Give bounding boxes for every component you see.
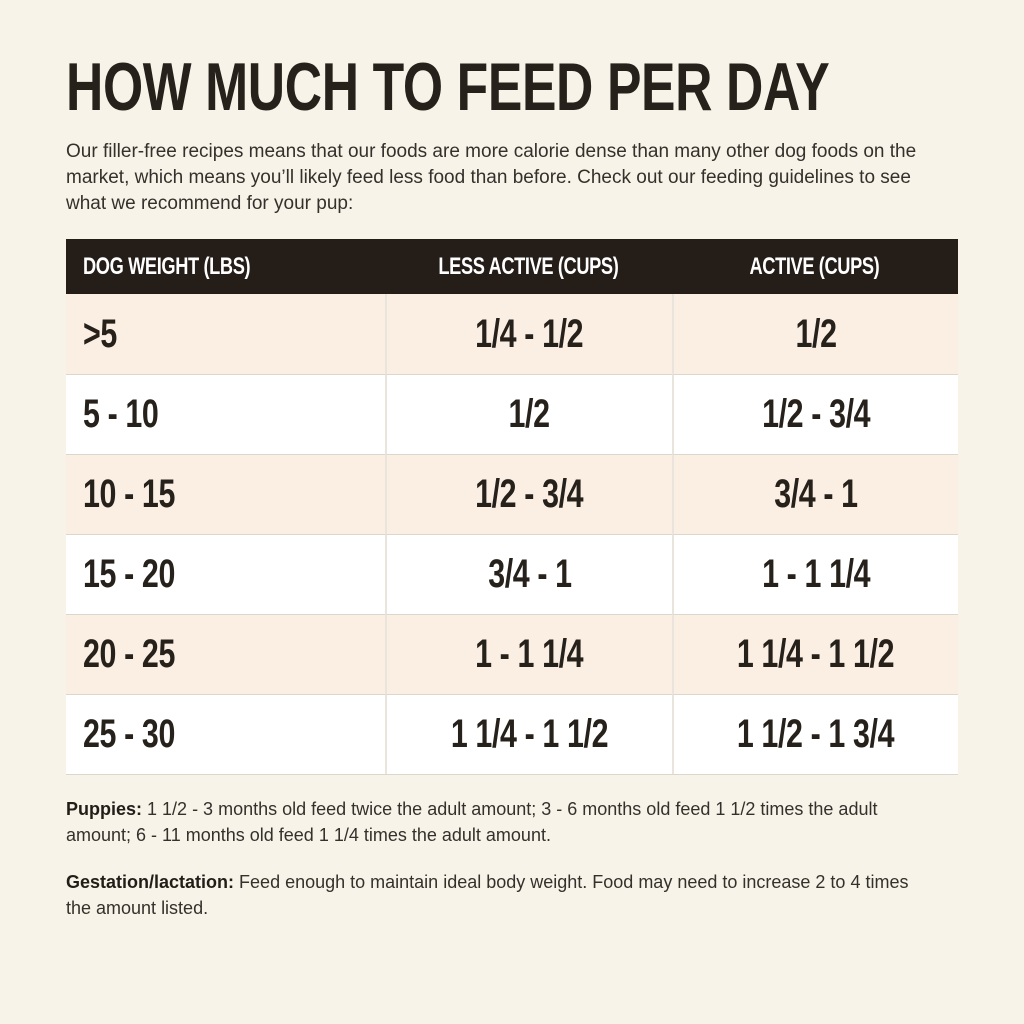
active-value: 1 - 1 1/4 (761, 552, 871, 596)
less-active-value: 1/4 - 1/2 (475, 311, 584, 356)
active-cell: 1/2 (671, 294, 958, 374)
weight-value: 15 - 20 (83, 552, 175, 596)
table-row: 25 - 30 1 1/4 - 1 1/2 1 1/2 - 1 3/4 (66, 694, 958, 774)
note-puppies-text: 1 1/2 - 3 months old feed twice the adul… (66, 799, 878, 845)
column-header-active: ACTIVE (CUPS) (671, 239, 958, 294)
note-puppies: Puppies: 1 1/2 - 3 months old feed twice… (66, 796, 914, 848)
table-row: 5 - 10 1/2 1/2 - 3/4 (66, 374, 958, 454)
less-active-value: 3/4 - 1 (487, 552, 572, 596)
less-active-value: 1 - 1 1/4 (475, 632, 584, 676)
weight-value: 5 - 10 (83, 392, 159, 436)
weight-cell: 15 - 20 (66, 534, 386, 614)
intro-paragraph: Our filler-free recipes means that our f… (66, 141, 917, 214)
less-active-value: 1/2 (508, 392, 551, 436)
active-value: 1 1/2 - 1 3/4 (737, 712, 895, 756)
active-value: 3/4 - 1 (774, 472, 858, 516)
weight-cell: 20 - 25 (66, 614, 386, 694)
weight-cell: 25 - 30 (66, 694, 386, 774)
column-header-label: ACTIVE (CUPS) (749, 252, 880, 280)
weight-value: 10 - 15 (83, 472, 175, 516)
less-active-cell: 3/4 - 1 (385, 534, 672, 614)
weight-cell: 5 - 10 (66, 374, 386, 454)
weight-value: 25 - 30 (83, 712, 175, 756)
table-row: >5 1/4 - 1/2 1/2 (66, 294, 958, 374)
column-header-dog-weight: DOG WEIGHT (LBS) (66, 239, 386, 294)
table-row: 15 - 20 3/4 - 1 1 - 1 1/4 (66, 534, 958, 614)
note-gestation-text: Feed enough to maintain ideal body weigh… (66, 872, 909, 918)
page-title-text: HOW MUCH TO FEED PER DAY (66, 49, 830, 125)
table-header-row: DOG WEIGHT (LBS) LESS ACTIVE (CUPS) ACTI… (66, 239, 958, 294)
less-active-value: 1/2 - 3/4 (475, 472, 584, 516)
table-row: 10 - 15 1/2 - 3/4 3/4 - 1 (66, 454, 958, 534)
feeding-guide-table: DOG WEIGHT (LBS) LESS ACTIVE (CUPS) ACTI… (66, 239, 958, 775)
less-active-cell: 1/4 - 1/2 (385, 294, 672, 374)
note-gestation-label: Gestation/lactation: (66, 872, 235, 892)
active-cell: 1/2 - 3/4 (671, 374, 958, 454)
column-header-label: LESS ACTIVE (CUPS) (438, 252, 619, 280)
table-row: 20 - 25 1 - 1 1/4 1 1/4 - 1 1/2 (66, 614, 958, 694)
less-active-value: 1 1/4 - 1 1/2 (450, 712, 609, 756)
active-value: 1/2 - 3/4 (761, 392, 871, 436)
less-active-cell: 1/2 (385, 374, 672, 454)
weight-value: 20 - 25 (83, 632, 175, 676)
weight-value: >5 (83, 311, 117, 356)
weight-cell: 10 - 15 (66, 454, 386, 534)
note-puppies-label: Puppies: (66, 799, 143, 819)
less-active-cell: 1/2 - 3/4 (385, 454, 672, 534)
active-cell: 1 - 1 1/4 (671, 534, 958, 614)
feeding-guide-page: HOW MUCH TO FEED PER DAY Our filler-free… (66, 52, 958, 921)
active-cell: 3/4 - 1 (671, 454, 958, 534)
active-cell: 1 1/4 - 1 1/2 (671, 614, 958, 694)
column-header-label: DOG WEIGHT (LBS) (83, 252, 251, 280)
note-gestation-lactation: Gestation/lactation: Feed enough to main… (66, 869, 914, 921)
active-value: 1 1/4 - 1 1/2 (737, 632, 895, 676)
less-active-cell: 1 1/4 - 1 1/2 (385, 694, 672, 774)
page-title: HOW MUCH TO FEED PER DAY (66, 52, 958, 122)
active-value: 1/2 (795, 311, 837, 356)
weight-cell: >5 (66, 294, 386, 374)
column-header-less-active: LESS ACTIVE (CUPS) (385, 239, 672, 294)
less-active-cell: 1 - 1 1/4 (385, 614, 672, 694)
active-cell: 1 1/2 - 1 3/4 (671, 694, 958, 774)
